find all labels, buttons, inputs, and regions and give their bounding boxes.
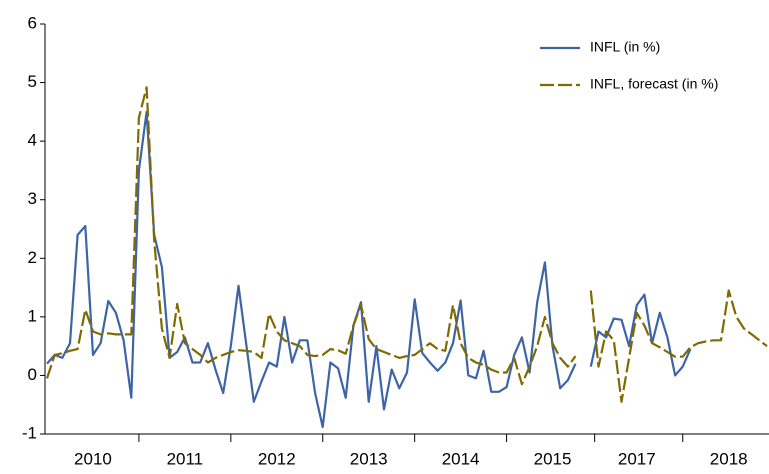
y-tick-label: 3	[28, 189, 37, 208]
legend-label: INFL, forecast (in %)	[590, 76, 718, 92]
y-tick-label: -1	[22, 423, 37, 442]
x-tick-label: 2011	[167, 449, 204, 468]
x-tick-label: 2010	[74, 449, 112, 468]
series-line	[45, 86, 768, 403]
y-tick-label: 6	[28, 13, 37, 32]
legend-label: INFL (in %)	[590, 39, 660, 55]
y-tick-label: 5	[28, 72, 37, 91]
y-tick-label: 4	[28, 131, 37, 150]
x-tick-label: 2017	[618, 449, 656, 468]
x-tick-label: 2013	[350, 449, 388, 468]
x-tick-label: 2018	[710, 449, 748, 468]
y-tick-label: 1	[28, 306, 37, 325]
x-tick-label: 2012	[258, 449, 296, 468]
y-tick-label: 0	[28, 365, 37, 384]
x-tick-label: 2014	[442, 449, 480, 468]
series-line	[46, 110, 692, 429]
y-tick-label: 2	[28, 248, 37, 267]
x-tick-label: 2015	[534, 449, 572, 468]
